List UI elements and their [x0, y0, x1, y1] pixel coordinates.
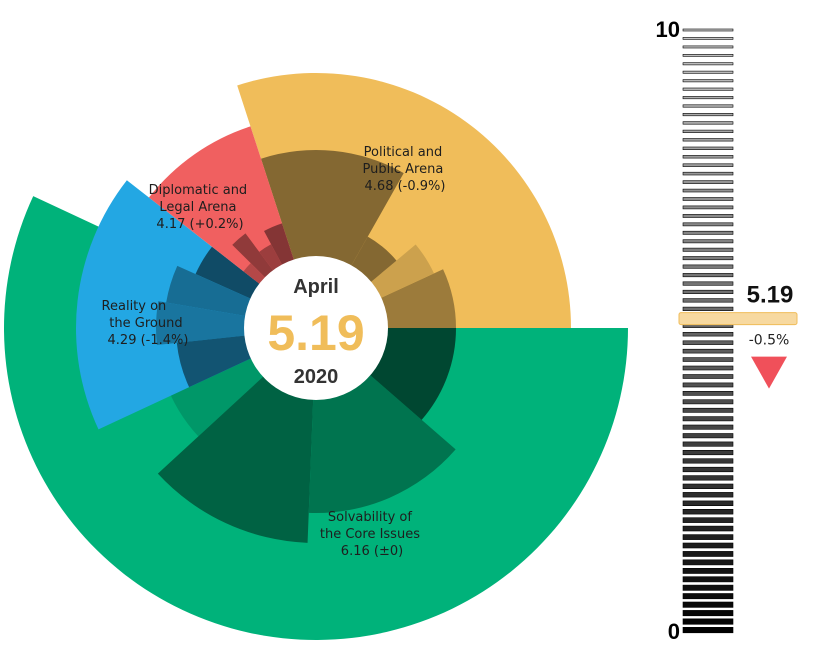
scale-tick: [682, 492, 734, 498]
scale-tick: [682, 214, 734, 218]
scale-tick: [682, 441, 734, 447]
scale-tick: [682, 197, 734, 201]
scale-tick: [682, 163, 734, 167]
index-scale: 10 0 5.19 -0.5%: [656, 17, 798, 644]
scale-tick: [682, 593, 734, 600]
scale-tick: [682, 306, 734, 312]
scale-tick: [682, 610, 734, 617]
scale-tick: [682, 264, 734, 269]
center-value: 5.19: [267, 305, 364, 361]
down-arrow-icon: [751, 356, 787, 389]
scale-tick: [682, 96, 734, 100]
scale-tick: [682, 87, 734, 91]
scale-tick: [682, 365, 734, 371]
scale-tick: [682, 626, 734, 634]
scale-tick: [682, 466, 734, 473]
scale-tick: [682, 138, 734, 142]
scale-tick: [682, 390, 734, 396]
current-value-marker: [678, 312, 798, 326]
radial-sectors: [3, 73, 628, 640]
scale-tick: [682, 79, 734, 83]
scale-tick: [682, 348, 734, 354]
category-label-solvability: Solvability of the Core Issues 6.16 (±0): [320, 510, 424, 559]
scale-tick: [682, 424, 734, 430]
scale-tick: [682, 576, 734, 583]
scale-tick: [682, 256, 734, 261]
scale-tick: [682, 618, 734, 625]
subsector-solvability-5: [308, 366, 456, 513]
scale-tick: [682, 205, 734, 210]
scale-tick: [682, 273, 734, 278]
scale-tick: [682, 340, 734, 345]
scale-tick: [682, 382, 734, 388]
scale-tick: [682, 113, 734, 117]
scale-tick: [682, 542, 734, 549]
scale-tick: [682, 247, 734, 252]
scale-max-label: 10: [656, 17, 680, 42]
scale-tick: [682, 62, 734, 66]
scale-tick: [682, 37, 734, 40]
scale-tick: [682, 70, 734, 74]
scale-tick: [682, 559, 734, 566]
scale-tick: [682, 374, 734, 379]
subsector-political-4: [260, 149, 404, 278]
scale-min-label: 0: [668, 619, 680, 644]
scale-tick: [682, 171, 734, 176]
scale-tick: [682, 45, 734, 49]
scale-tick: [682, 298, 734, 303]
scale-tick: [682, 53, 734, 57]
scale-tick: [682, 222, 734, 227]
scale-tick: [682, 230, 734, 235]
subsector-reality-1: [195, 246, 271, 305]
subsector-reality-2: [166, 265, 264, 319]
subsector-reality-4: [176, 334, 264, 388]
current-value-label: 5.19: [747, 282, 794, 309]
scale-tick: [682, 483, 734, 489]
scale-tick: [682, 331, 734, 337]
scale-bars: [682, 28, 734, 634]
subsector-political-1: [368, 269, 456, 328]
scale-tick: [682, 601, 734, 608]
scale-tick: [682, 281, 734, 286]
scale-tick: [682, 129, 734, 134]
scale-tick: [682, 534, 734, 540]
change-label: -0.5%: [749, 333, 790, 349]
scale-tick: [682, 433, 734, 439]
scale-tick: [682, 180, 734, 184]
scale-tick: [682, 28, 734, 32]
scale-tick: [682, 104, 734, 108]
scale-tick: [682, 525, 734, 532]
scale-tick: [682, 567, 734, 574]
scale-tick: [682, 357, 734, 362]
scale-tick: [682, 416, 734, 422]
scale-tick: [682, 239, 734, 244]
scale-tick: [682, 155, 734, 159]
scale-tick: [682, 449, 734, 456]
scale-tick: [682, 475, 734, 481]
scale-tick: [682, 121, 734, 125]
scale-tick: [682, 551, 734, 557]
scale-tick: [682, 407, 734, 413]
center-month: April: [293, 276, 339, 298]
scale-tick: [682, 188, 734, 193]
category-labels: Political and Public Arena 4.68 (-0.9%) …: [102, 145, 448, 559]
scale-tick: [682, 146, 734, 151]
subsector-solvability-4: [157, 367, 314, 543]
center-circle: [244, 256, 388, 400]
center-badge: April 5.19 2020: [244, 256, 388, 400]
scale-tick: [682, 517, 734, 523]
scale-tick: [682, 399, 734, 405]
category-label-reality: Reality on the Ground 4.29 (-1.4%): [102, 299, 189, 348]
scale-tick: [682, 458, 734, 464]
scale-tick: [682, 500, 734, 506]
center-year: 2020: [294, 366, 339, 388]
category-label-political: Political and Public Arena 4.68 (-0.9%): [363, 145, 448, 194]
subsector-political-2: [360, 244, 434, 304]
scale-tick: [682, 584, 734, 591]
scale-tick: [682, 508, 734, 515]
subsector-reality-3: [156, 301, 259, 346]
scale-tick: [682, 289, 734, 295]
category-label-diplomatic: Diplomatic and Legal Arena 4.17 (+0.2%): [149, 183, 252, 232]
